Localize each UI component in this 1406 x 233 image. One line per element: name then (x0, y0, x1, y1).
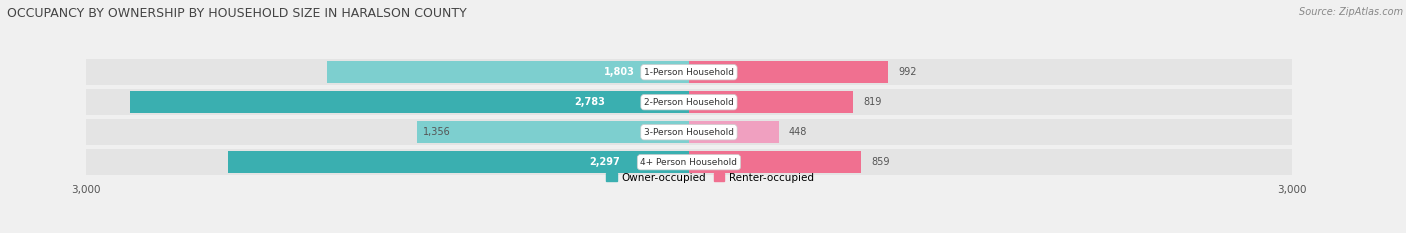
Bar (86, 59, 1292, 86)
Bar (129, 92, 689, 113)
Text: 3-Person Household: 3-Person Household (644, 128, 734, 137)
Legend: Owner-occupied, Renter-occupied: Owner-occupied, Renter-occupied (602, 169, 818, 187)
Bar (228, 151, 689, 173)
Bar (689, 62, 889, 83)
Text: OCCUPANCY BY OWNERSHIP BY HOUSEHOLD SIZE IN HARALSON COUNTY: OCCUPANCY BY OWNERSHIP BY HOUSEHOLD SIZE… (7, 7, 467, 20)
Bar (326, 62, 689, 83)
Text: 1-Person Household: 1-Person Household (644, 68, 734, 77)
Bar (689, 92, 853, 113)
Text: 448: 448 (789, 127, 807, 137)
Bar (86, 89, 1292, 115)
Bar (86, 149, 1292, 175)
Text: Source: ZipAtlas.com: Source: ZipAtlas.com (1299, 7, 1403, 17)
Text: 1,356: 1,356 (423, 127, 450, 137)
Bar (416, 121, 689, 143)
Text: 4+ Person Household: 4+ Person Household (641, 158, 737, 167)
Text: 819: 819 (863, 97, 882, 107)
Bar (86, 119, 1292, 145)
Text: 2-Person Household: 2-Person Household (644, 98, 734, 107)
Text: 2,783: 2,783 (574, 97, 605, 107)
Text: 992: 992 (898, 67, 917, 77)
Text: 1,803: 1,803 (603, 67, 634, 77)
Text: 2,297: 2,297 (589, 157, 620, 167)
Text: 859: 859 (872, 157, 890, 167)
Bar (689, 121, 779, 143)
Bar (689, 151, 862, 173)
